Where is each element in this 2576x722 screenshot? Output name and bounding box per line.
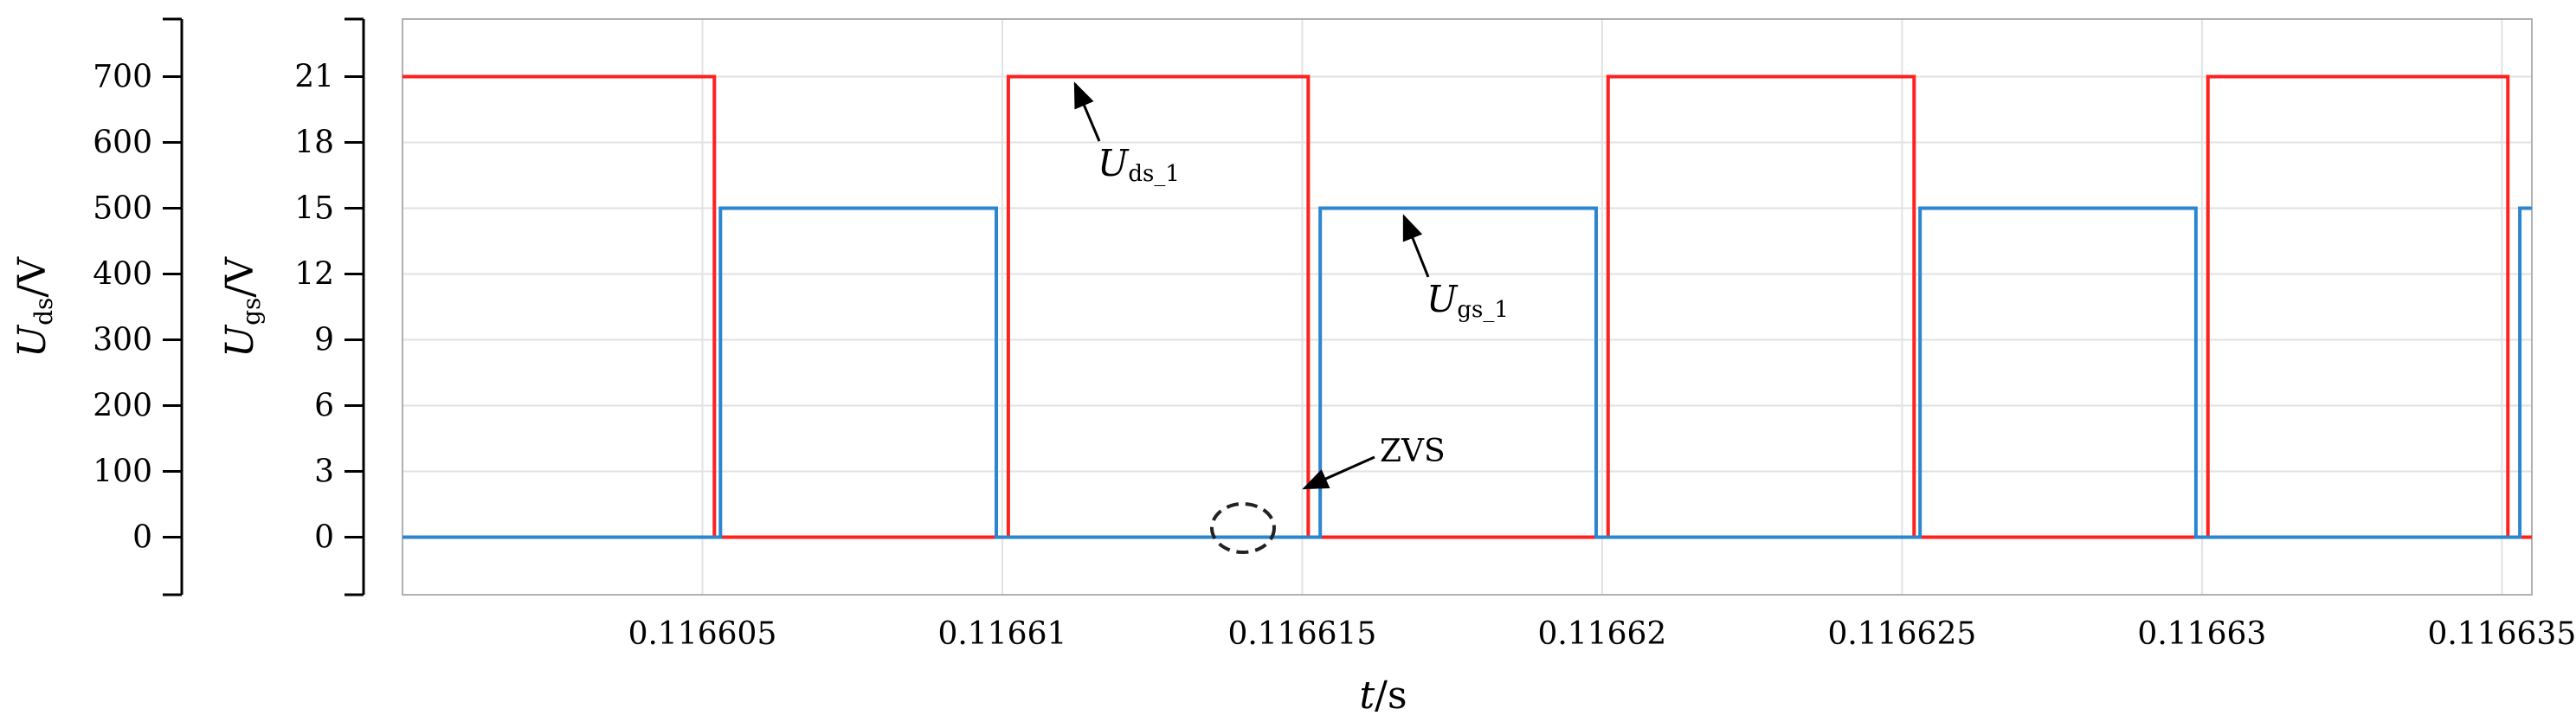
series-line-ugs1: [402, 206, 2532, 539]
inner-y-tick-label: 6: [314, 389, 334, 424]
x-tick-label: 0.116635: [2427, 616, 2576, 652]
annotation-zvs-arrow: [1302, 455, 1375, 490]
x-axis-label: t/s: [1359, 674, 1407, 718]
x-tick-label: 0.116625: [1828, 616, 1977, 652]
left-y-tick-label: 100: [93, 454, 152, 490]
x-axis: 0.116605 0.11661 0.116615 0.11662 0.116625 0.…: [628, 616, 2576, 652]
left-y-axis: 0 100 200 300 400 500 600 700: [93, 17, 184, 596]
annotation-uds1-label: Uds_1: [1098, 142, 1180, 187]
x-tick-label: 0.116605: [628, 616, 777, 652]
inner-y-tick-label: 12: [294, 257, 334, 293]
left-y-tick-label: 300: [93, 323, 152, 358]
annotation-ugs1-label: Ugs_1: [1426, 278, 1509, 323]
inner-y-tick-label: 0: [314, 520, 334, 556]
series-line-uds1: [402, 74, 2532, 539]
inner-y-tick-label: 21: [294, 60, 334, 95]
left-y-axis-label: Uds/V: [10, 256, 58, 358]
inner-y-axis-label: Ugs/V: [218, 256, 266, 358]
annotation-ugs1: Ugs_1: [1402, 214, 1509, 323]
inner-y-tick-label: 3: [314, 454, 334, 490]
inner-y-tick-label: 9: [314, 323, 334, 358]
left-y-tick-label: 0: [132, 520, 152, 556]
annotation-ugs1-arrow: [1402, 214, 1430, 278]
left-y-tick-label: 700: [93, 60, 152, 95]
inner-y-axis: 0 3 6 9 12 15 18 21: [294, 17, 365, 596]
zvs-highlight-ellipse: [1210, 502, 1276, 554]
left-y-tick-label: 500: [93, 191, 152, 227]
x-tick-label: 0.11662: [1537, 616, 1666, 652]
x-tick-label: 0.11663: [2137, 616, 2266, 652]
plot-frame: [402, 18, 2533, 596]
annotation-zvs-label: ZVS: [1380, 434, 1446, 469]
left-y-tick-label: 400: [93, 257, 152, 293]
inner-y-tick-label: 15: [294, 191, 334, 227]
inner-y-tick-label: 18: [294, 126, 334, 161]
annotation-uds1-arrow: [1073, 81, 1101, 142]
x-tick-label: 0.11661: [938, 616, 1067, 652]
annotation-uds1: Uds_1: [1073, 81, 1180, 187]
x-tick-label: 0.116615: [1228, 616, 1377, 652]
left-y-tick-label: 200: [93, 389, 152, 424]
left-y-tick-label: 600: [93, 126, 152, 161]
annotation-zvs: ZVS: [1210, 434, 1446, 554]
